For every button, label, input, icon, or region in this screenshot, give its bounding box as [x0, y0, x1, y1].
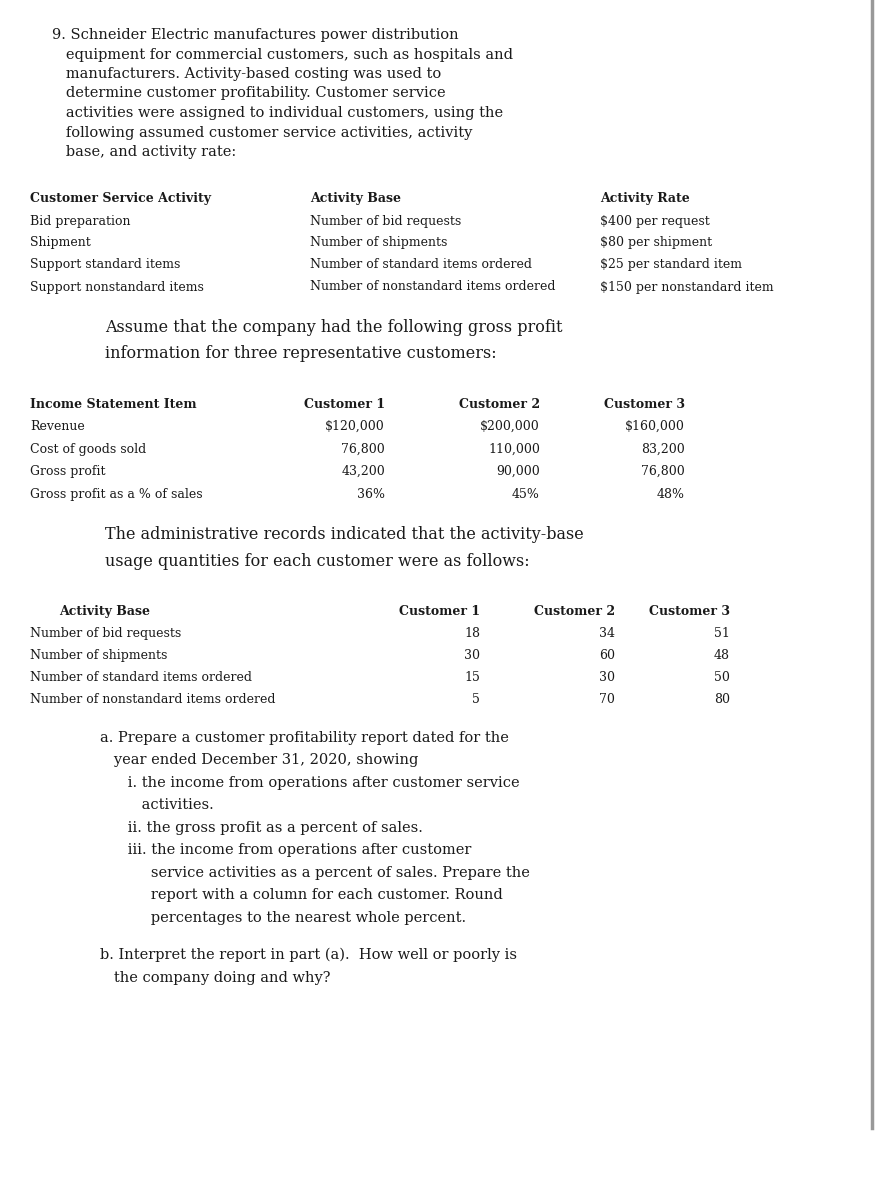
Text: Number of standard items ordered: Number of standard items ordered	[310, 258, 532, 271]
Text: i. the income from operations after customer service: i. the income from operations after cust…	[100, 775, 520, 790]
Text: Number of nonstandard items ordered: Number of nonstandard items ordered	[310, 281, 555, 294]
Text: Customer 1: Customer 1	[399, 605, 480, 618]
Text: 76,800: 76,800	[341, 443, 385, 456]
Text: activities were assigned to individual customers, using the: activities were assigned to individual c…	[52, 106, 503, 120]
Text: Customer 3: Customer 3	[649, 605, 730, 618]
Text: Support nonstandard items: Support nonstandard items	[30, 281, 204, 294]
Text: Gross profit: Gross profit	[30, 466, 106, 478]
Text: 5: 5	[472, 692, 480, 706]
Text: service activities as a percent of sales. Prepare the: service activities as a percent of sales…	[100, 865, 530, 880]
Text: b. Interpret the report in part (a).  How well or poorly is: b. Interpret the report in part (a). How…	[100, 948, 517, 962]
Text: Customer Service Activity: Customer Service Activity	[30, 192, 211, 205]
Text: Revenue: Revenue	[30, 420, 85, 433]
Text: following assumed customer service activities, activity: following assumed customer service activ…	[52, 126, 473, 139]
Text: Activity Base: Activity Base	[310, 192, 401, 205]
Text: Number of bid requests: Number of bid requests	[310, 215, 461, 228]
Text: Customer 3: Customer 3	[604, 397, 685, 410]
Text: determine customer profitability. Customer service: determine customer profitability. Custom…	[52, 86, 446, 101]
Text: Number of bid requests: Number of bid requests	[30, 626, 182, 640]
Text: $80 per shipment: $80 per shipment	[600, 236, 712, 250]
Text: 9. Schneider Electric manufactures power distribution: 9. Schneider Electric manufactures power…	[52, 28, 458, 42]
Text: ii. the gross profit as a percent of sales.: ii. the gross profit as a percent of sal…	[100, 821, 423, 834]
Text: 110,000: 110,000	[488, 443, 540, 456]
Text: information for three representative customers:: information for three representative cus…	[105, 346, 497, 362]
Text: activities.: activities.	[100, 798, 214, 812]
Text: Activity Base: Activity Base	[60, 605, 150, 618]
Text: Assume that the company had the following gross profit: Assume that the company had the followin…	[105, 318, 562, 336]
Text: $160,000: $160,000	[625, 420, 685, 433]
Text: 80: 80	[714, 692, 730, 706]
Text: 15: 15	[464, 671, 480, 684]
Text: report with a column for each customer. Round: report with a column for each customer. …	[100, 888, 503, 902]
Text: Bid preparation: Bid preparation	[30, 215, 131, 228]
Text: 70: 70	[599, 692, 615, 706]
Text: 51: 51	[714, 626, 730, 640]
Text: Cost of goods sold: Cost of goods sold	[30, 443, 146, 456]
Text: 48%: 48%	[657, 487, 685, 500]
Text: Number of nonstandard items ordered: Number of nonstandard items ordered	[30, 692, 276, 706]
Text: The administrative records indicated that the activity-base: The administrative records indicated tha…	[105, 526, 584, 542]
Text: base, and activity rate:: base, and activity rate:	[52, 145, 236, 158]
Text: Activity Rate: Activity Rate	[600, 192, 690, 205]
Text: 90,000: 90,000	[497, 466, 540, 478]
Text: 76,800: 76,800	[642, 466, 685, 478]
Text: Customer 1: Customer 1	[303, 397, 385, 410]
Text: 30: 30	[599, 671, 615, 684]
Text: 45%: 45%	[512, 487, 540, 500]
Text: 43,200: 43,200	[341, 466, 385, 478]
Text: $120,000: $120,000	[325, 420, 385, 433]
Text: usage quantities for each customer were as follows:: usage quantities for each customer were …	[105, 552, 530, 570]
Text: Customer 2: Customer 2	[459, 397, 540, 410]
Text: 36%: 36%	[357, 487, 385, 500]
Text: percentages to the nearest whole percent.: percentages to the nearest whole percent…	[100, 911, 466, 924]
Text: 83,200: 83,200	[642, 443, 685, 456]
Text: Number of standard items ordered: Number of standard items ordered	[30, 671, 252, 684]
Text: equipment for commercial customers, such as hospitals and: equipment for commercial customers, such…	[52, 48, 513, 61]
Text: 30: 30	[464, 648, 480, 661]
Text: $150 per nonstandard item: $150 per nonstandard item	[600, 281, 773, 294]
Text: the company doing and why?: the company doing and why?	[100, 971, 330, 984]
Text: $200,000: $200,000	[481, 420, 540, 433]
Text: Shipment: Shipment	[30, 236, 91, 250]
Text: Income Statement Item: Income Statement Item	[30, 397, 197, 410]
Text: Customer 2: Customer 2	[534, 605, 615, 618]
Text: Number of shipments: Number of shipments	[310, 236, 448, 250]
Text: manufacturers. Activity-based costing was used to: manufacturers. Activity-based costing wa…	[52, 67, 441, 80]
Text: a. Prepare a customer profitability report dated for the: a. Prepare a customer profitability repo…	[100, 731, 509, 744]
Text: $400 per request: $400 per request	[600, 215, 709, 228]
Text: year ended December 31, 2020, showing: year ended December 31, 2020, showing	[100, 754, 418, 767]
Text: 50: 50	[714, 671, 730, 684]
Text: Gross profit as a % of sales: Gross profit as a % of sales	[30, 487, 203, 500]
Text: Support standard items: Support standard items	[30, 258, 181, 271]
Text: 34: 34	[599, 626, 615, 640]
Text: Number of shipments: Number of shipments	[30, 648, 167, 661]
Text: $25 per standard item: $25 per standard item	[600, 258, 742, 271]
Text: 48: 48	[714, 648, 730, 661]
Text: 60: 60	[599, 648, 615, 661]
Text: 18: 18	[464, 626, 480, 640]
Text: iii. the income from operations after customer: iii. the income from operations after cu…	[100, 844, 472, 857]
